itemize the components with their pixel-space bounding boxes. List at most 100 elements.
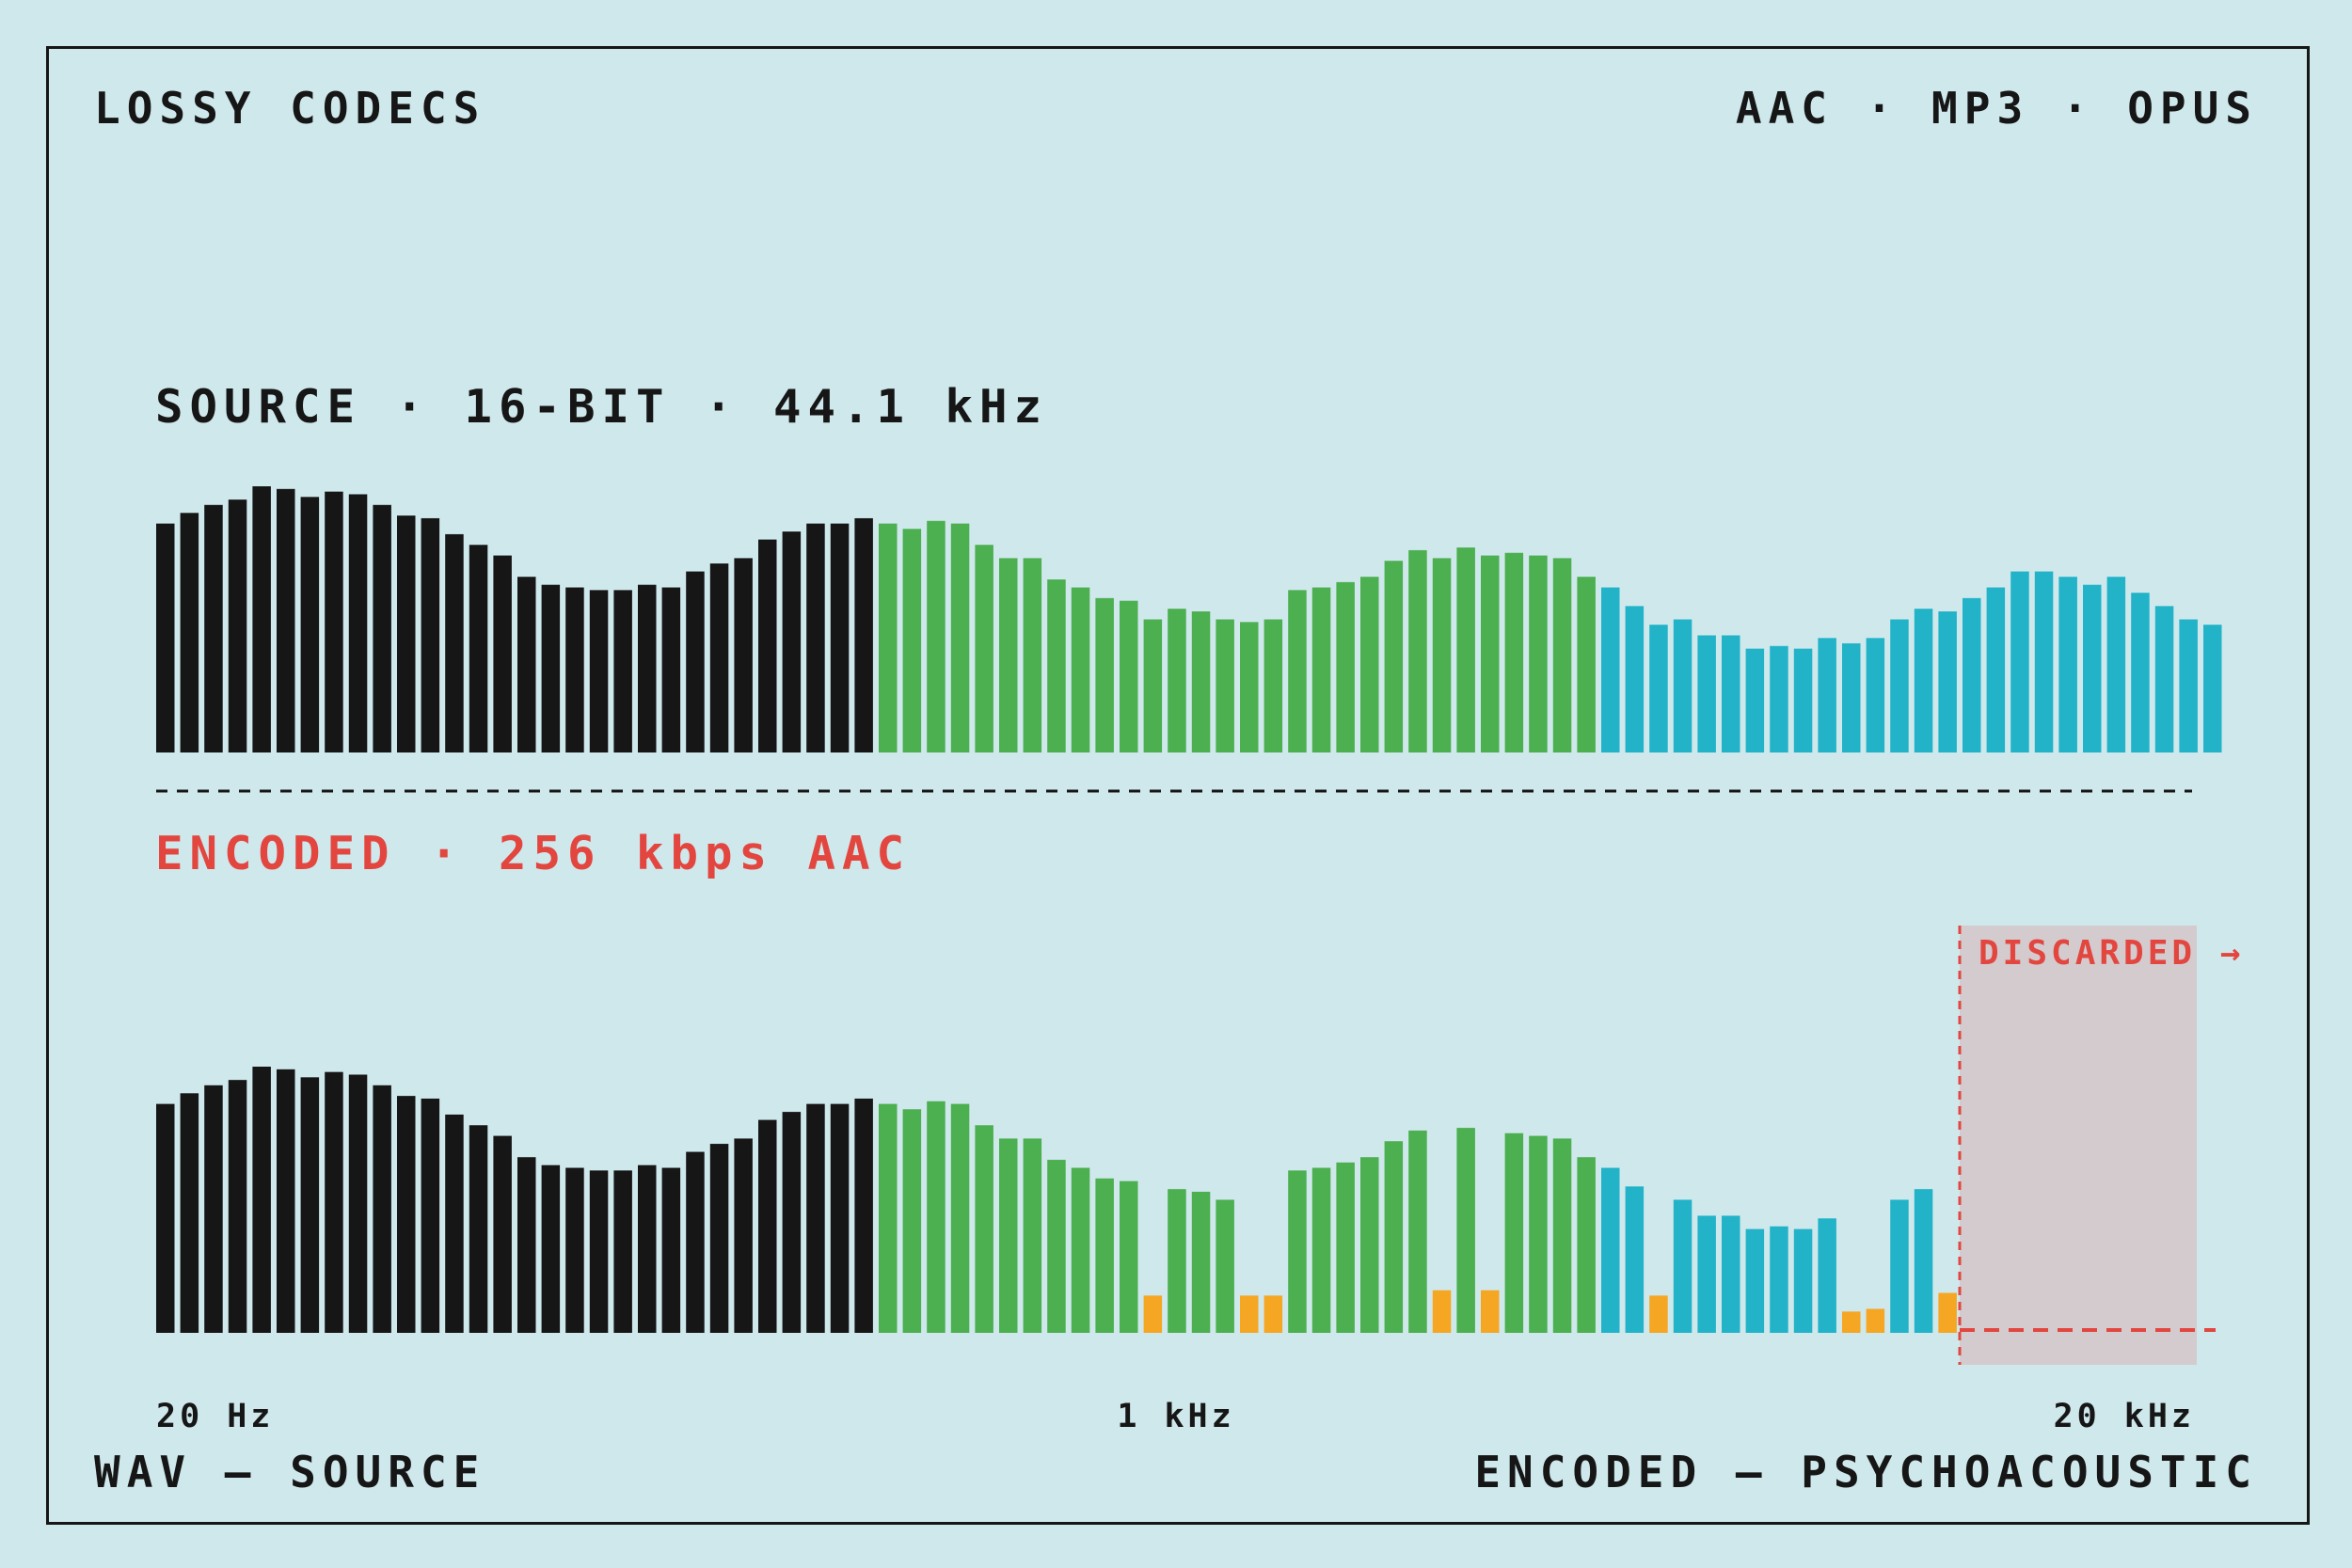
source-bar-16 (541, 584, 561, 752)
source-bar-12 (445, 533, 464, 752)
encoded-bar-18 (589, 1170, 609, 1333)
encoded-bar-65 (1722, 1215, 1740, 1333)
encoded-bar-52 (1408, 1130, 1427, 1333)
encoded-bar-0 (156, 1103, 175, 1333)
encoded-bar-11 (421, 1098, 440, 1333)
x-tick-label: 20 Hz (156, 1398, 274, 1435)
source-bar-29 (854, 517, 873, 752)
encoded-bar-8 (348, 1074, 368, 1333)
source-bar-6 (300, 497, 320, 752)
source-bar-14 (493, 555, 512, 752)
source-bar-83 (2154, 606, 2174, 752)
source-bar-80 (2083, 584, 2102, 752)
source-bar-81 (2106, 577, 2126, 752)
source-bar-66 (1745, 648, 1765, 752)
encoded-bar-42 (1168, 1189, 1186, 1333)
header-codecs: AAC · MP3 · OPUS (1735, 83, 2258, 134)
encoded-bar-53 (1432, 1290, 1452, 1333)
encoded-bar-4 (252, 1067, 271, 1333)
encoded-bar-6 (300, 1077, 320, 1333)
encoded-bar-32 (927, 1101, 946, 1333)
source-bar-74 (1938, 611, 1957, 752)
source-bar-43 (1191, 611, 1211, 752)
encoded-bar-72 (1890, 1199, 1909, 1333)
source-bar-2 (204, 504, 223, 752)
source-bar-23 (709, 563, 729, 752)
source-bar-61 (1625, 606, 1645, 752)
source-bar-52 (1408, 549, 1427, 752)
encoded-bar-55 (1481, 1290, 1500, 1333)
footer-left-label: WAV — SOURCE (94, 1447, 486, 1497)
source-bar-51 (1384, 561, 1404, 752)
encoded-bar-38 (1071, 1167, 1090, 1333)
encoded-bar-14 (493, 1135, 512, 1333)
source-bar-82 (2131, 593, 2150, 752)
source-bar-30 (879, 523, 898, 752)
encoded-bar-1 (180, 1093, 199, 1333)
source-bar-35 (999, 558, 1018, 752)
source-bar-11 (421, 517, 440, 752)
source-bar-47 (1288, 590, 1307, 752)
source-bar-73 (1914, 609, 1933, 752)
encoded-bar-2 (204, 1085, 223, 1333)
encoded-bar-26 (782, 1112, 802, 1333)
encoded-bar-30 (879, 1103, 898, 1333)
encoded-bar-33 (950, 1103, 970, 1333)
encoded-bar-62 (1649, 1295, 1668, 1333)
source-bar-15 (517, 577, 536, 752)
source-bar-4 (252, 486, 271, 752)
encoded-bar-40 (1120, 1180, 1138, 1333)
header-title: LOSSY CODECS (94, 83, 486, 134)
encoded-bar-66 (1745, 1228, 1765, 1333)
discard-zone (1960, 926, 2197, 1365)
encoded-bar-37 (1047, 1160, 1066, 1333)
source-bar-57 (1529, 555, 1548, 752)
encoded-bar-39 (1095, 1178, 1114, 1333)
source-bar-17 (565, 587, 584, 752)
footer-right-label: ENCODED — PSYCHOACOUSTIC (1474, 1447, 2258, 1497)
source-bar-64 (1697, 635, 1716, 752)
source-bar-20 (638, 584, 657, 752)
encoded-bar-71 (1866, 1308, 1885, 1333)
source-chart-title: SOURCE · 16-BIT · 44.1 kHz (155, 380, 1049, 434)
source-bar-7 (325, 491, 343, 752)
encoded-bar-24 (734, 1138, 753, 1333)
encoded-bar-17 (565, 1167, 584, 1333)
source-bar-5 (277, 488, 295, 752)
source-bar-65 (1722, 635, 1740, 752)
source-bar-18 (589, 590, 609, 752)
encoded-bar-63 (1673, 1199, 1692, 1333)
source-bar-56 (1504, 552, 1524, 752)
source-bar-85 (2203, 625, 2222, 752)
source-bar-25 (758, 539, 777, 752)
encoded-bar-73 (1914, 1189, 1933, 1333)
source-bar-21 (661, 587, 681, 752)
source-bar-32 (927, 520, 946, 752)
encoded-bar-10 (397, 1096, 416, 1333)
source-bar-78 (2034, 571, 2054, 752)
encoded-bar-15 (517, 1157, 536, 1333)
encoded-bar-68 (1793, 1228, 1813, 1333)
encoded-bar-43 (1191, 1192, 1211, 1333)
source-bar-69 (1818, 638, 1836, 752)
source-bar-72 (1890, 619, 1909, 752)
source-bar-34 (975, 545, 993, 752)
encoded-bar-46 (1263, 1295, 1283, 1333)
source-bar-45 (1240, 622, 1259, 752)
x-tick-label: 1 kHz (1117, 1398, 1234, 1435)
source-bar-31 (902, 529, 922, 752)
source-bar-3 (228, 499, 247, 752)
encoded-bar-31 (902, 1109, 922, 1333)
source-bar-58 (1552, 558, 1572, 752)
encoded-bar-57 (1529, 1135, 1548, 1333)
discarded-label: DISCARDED → (1979, 934, 2244, 973)
source-bar-42 (1168, 609, 1186, 752)
source-bar-75 (1963, 597, 1981, 752)
source-bar-10 (397, 515, 416, 752)
source-bar-33 (950, 523, 970, 752)
source-bar-38 (1071, 587, 1090, 752)
encoded-bar-47 (1288, 1170, 1307, 1333)
encoded-bar-13 (469, 1125, 488, 1333)
source-bar-44 (1216, 619, 1234, 752)
encoded-bar-49 (1336, 1162, 1355, 1333)
